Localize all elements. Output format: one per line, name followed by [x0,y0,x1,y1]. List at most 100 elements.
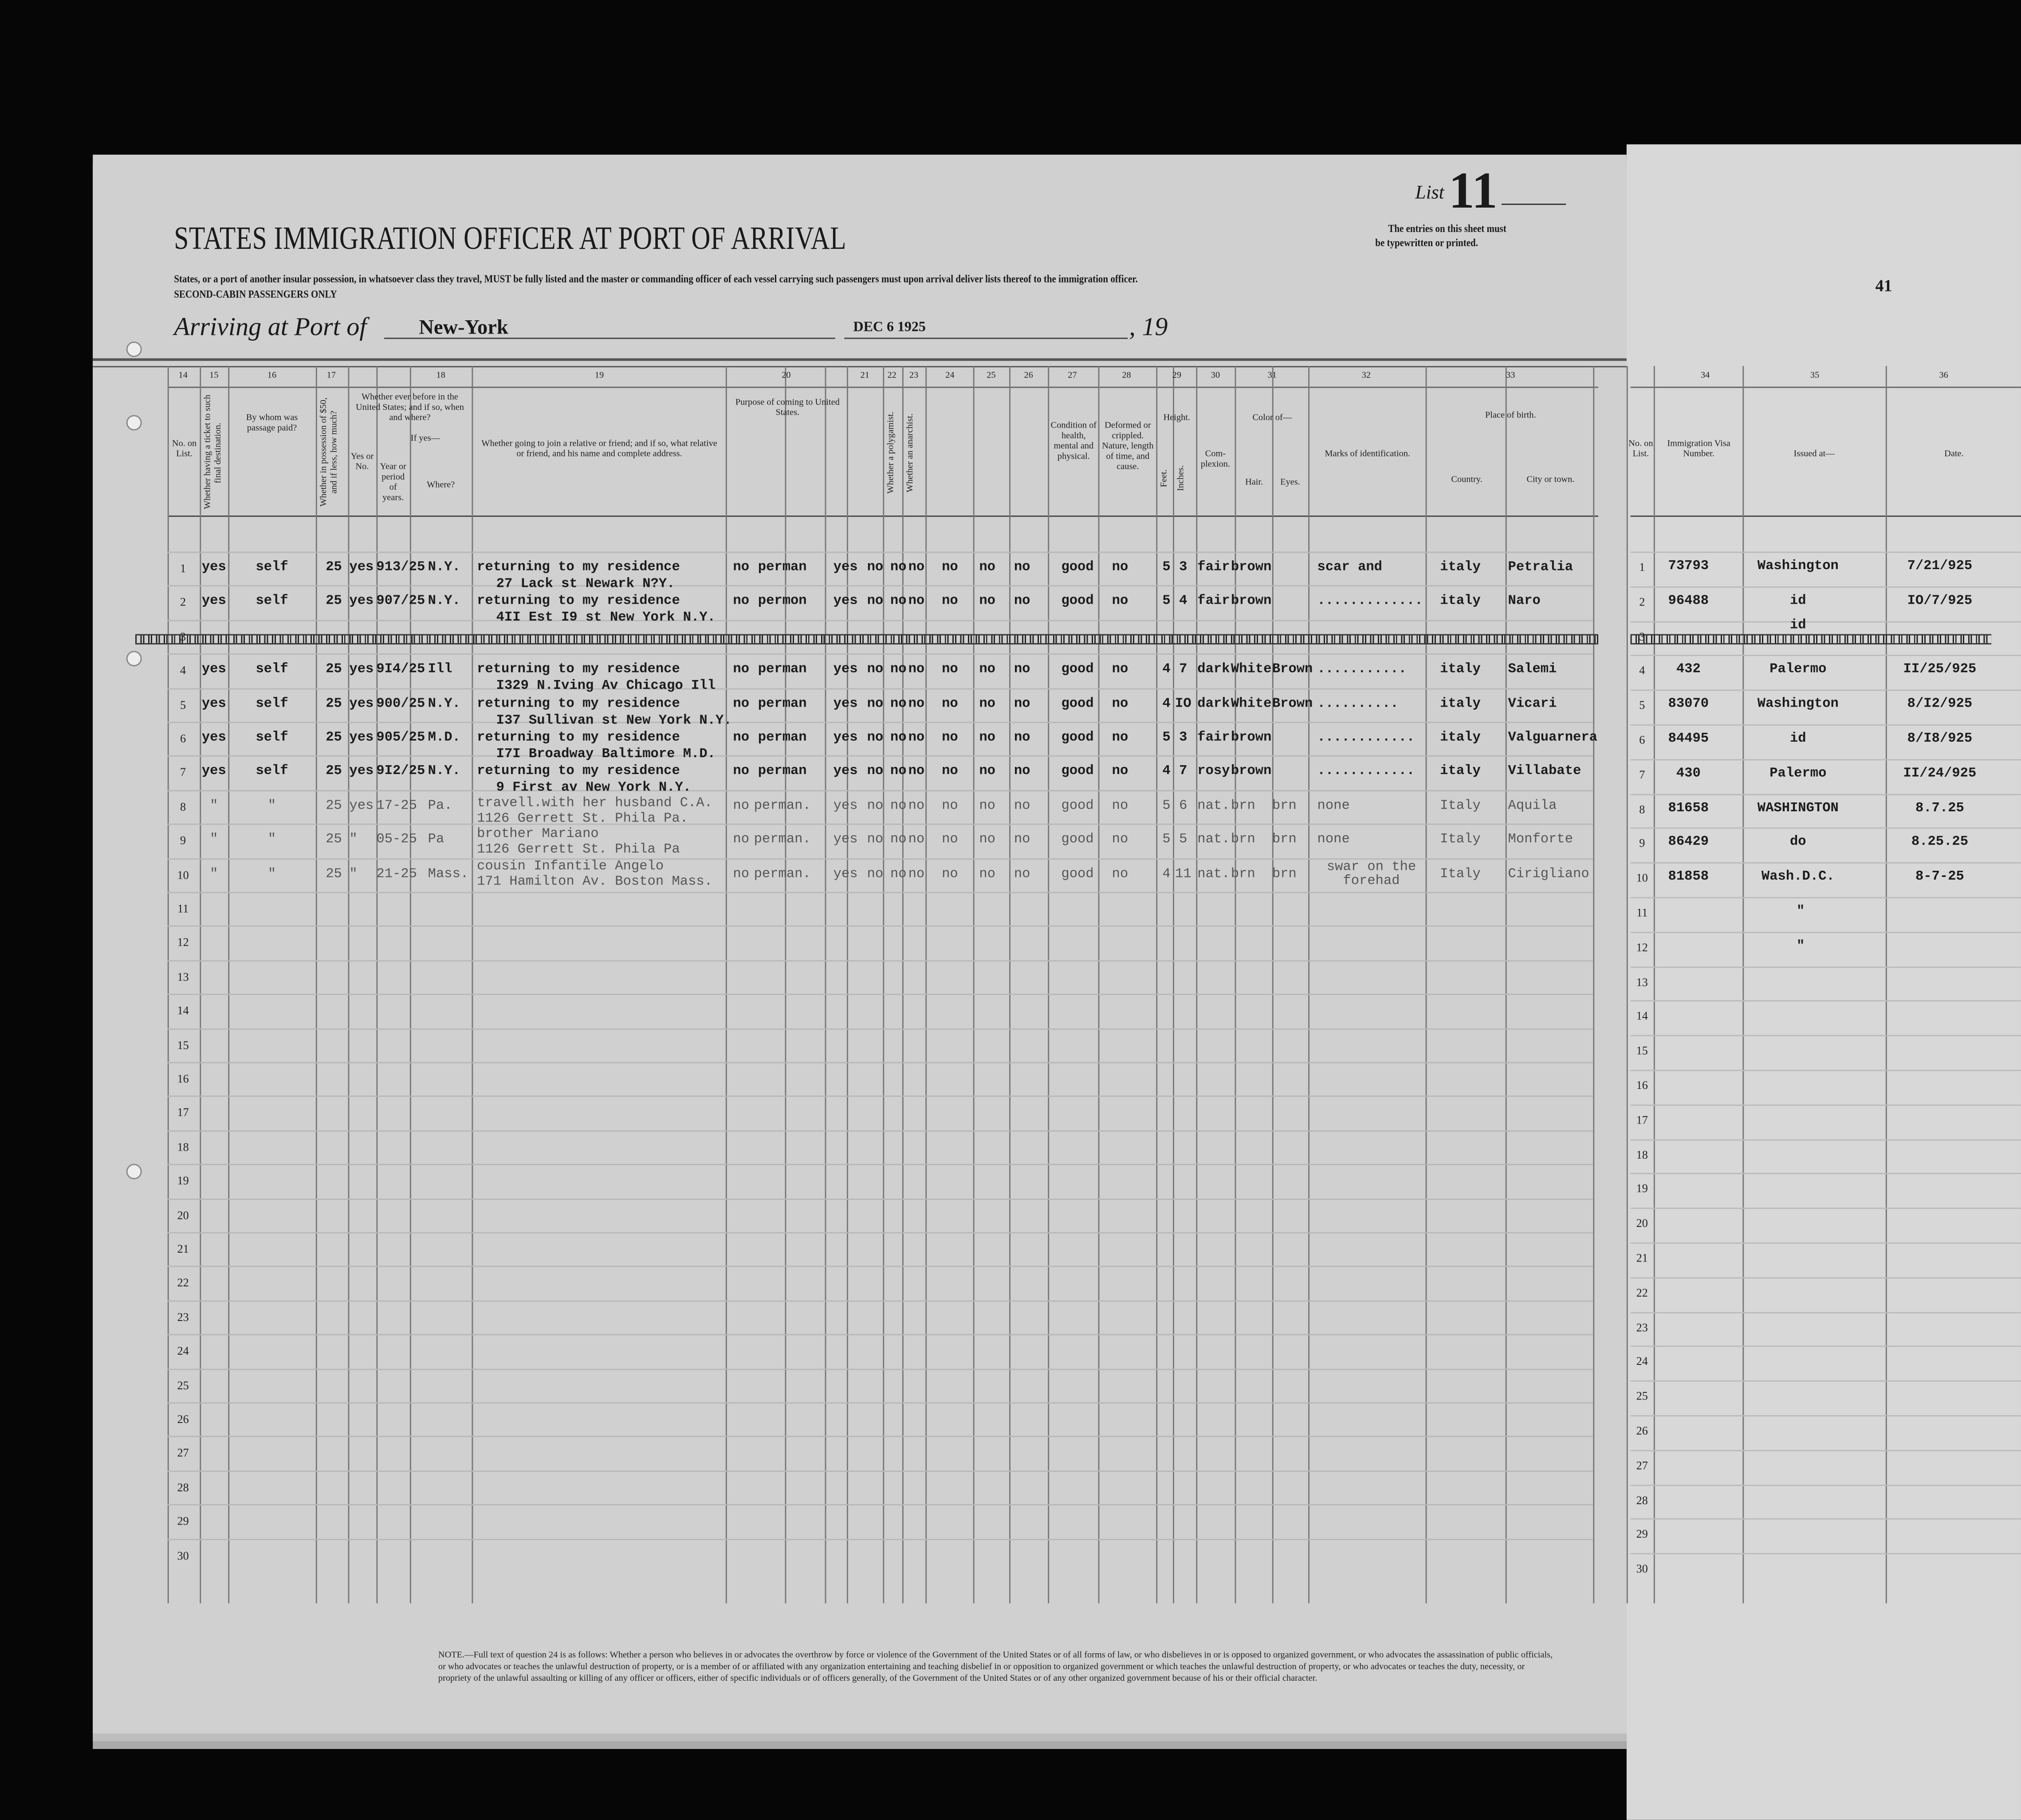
cell-value: no [1112,764,1128,780]
instructions-text: States, or a port of another insular pos… [174,272,1138,285]
row-rule [1630,1415,2021,1417]
cell-value: White [1231,662,1272,678]
row-rule [1630,1139,2021,1140]
cell-value: no [890,594,907,610]
cell-value: yes [201,764,226,780]
cancelled-row-marker [135,633,1598,645]
column-number: 23 [909,370,919,381]
visa-issued-at: id [1789,593,1806,609]
column-divider [846,366,848,1604]
relative-address: 171 Hamilton Av. Boston Mass. [477,874,713,890]
right-row-number: 15 [1636,1044,1648,1057]
header-yes-no: Yes or No. [350,451,374,472]
cell-value: Naro [1508,594,1541,610]
visa-number: 81858 [1668,869,1709,885]
visa-date: II/24/925 [1903,766,1977,782]
right-row-number: 28 [1636,1493,1648,1506]
row-rule [167,1402,1593,1404]
cell-value: no [979,730,996,746]
row-rule [1630,862,2021,864]
right-row-number: 7 [1639,768,1645,781]
right-row-number: 8 [1639,802,1645,816]
cell-value: yes [349,696,374,712]
cell-value: brn [1231,832,1255,848]
relative-address: 1126 Gerrett St. Phila Pa. [477,811,688,827]
binder-hole [126,1164,142,1179]
cell-value: M.D. [428,730,460,746]
relative-joining: returning to my residence [477,594,680,610]
row-rule [1630,1277,2021,1278]
row-rule [167,960,1593,961]
cell-value: brn [1231,798,1255,814]
cell-value: good [1061,696,1094,712]
row-number: 19 [177,1174,189,1187]
row-number: 27 [177,1447,189,1460]
relative-joining: brother Mariano [477,827,599,843]
row-rule [167,790,1593,791]
relative-joining: returning to my residence [477,662,680,678]
cell-value: no [890,866,907,882]
row-rule [1630,932,2021,933]
cell-value: 17-25 [376,798,417,814]
column-divider [725,366,727,1604]
cell-value: Petralia [1508,560,1573,576]
right-row-number: 16 [1636,1078,1648,1092]
visa-issued-at: Wash.D.C. [1761,869,1835,885]
cell-value: brown [1231,730,1272,746]
row-number: 11 [177,902,189,915]
cell-value: Italy [1440,866,1481,882]
cell-value: perman [758,764,807,780]
cell-value: " [349,866,358,882]
visa-number: 84495 [1668,731,1709,747]
cell-value: yes [201,696,226,712]
cell-value: 9I4/25 [376,662,425,678]
cell-value: 5 [1162,798,1171,814]
cell-value: no [908,560,925,576]
right-row-number: 1 [1639,560,1645,574]
header-ticket: Whether having a ticket to such final de… [202,395,223,510]
header-complexion: Com-plexion. [1200,448,1231,469]
cell-value: no [908,730,925,746]
cell-value: no [908,866,925,882]
cell-value: brn [1272,798,1297,814]
visa-number: 73793 [1668,558,1709,574]
right-header-date: Date. [1944,448,1964,459]
form-title: STATES IMMIGRATION OFFICER AT PORT OF AR… [174,221,847,257]
cell-value: no [979,594,996,610]
cell-value: 25 [326,696,342,712]
cell-value: no [979,696,996,712]
cell-value: no [942,662,958,678]
cell-value: 25 [326,662,342,678]
cell-value: brn [1231,866,1255,882]
date-stamp: DEC 6 1925 [853,319,926,335]
cell-value: 4 [1162,696,1171,712]
row-rule [167,857,1593,859]
cell-value: italy [1440,594,1481,610]
cell-value: permon [758,594,807,610]
row-rule [167,1436,1593,1438]
cell-value: yes [833,560,858,576]
cell-value: Monforte [1508,832,1573,848]
visa-issued-at: id [1789,731,1806,747]
cell-value: " [267,832,276,848]
port-name: New-York [419,317,508,339]
cell-value: " [267,798,276,814]
row-rule [167,1538,1593,1540]
cell-value: italy [1440,560,1481,576]
cell-value: N.Y. [428,696,460,712]
row-rule [1630,1346,2021,1348]
header-country: Country. [1451,474,1482,485]
binder-hole [126,651,142,667]
cell-value: 9I2/25 [376,764,425,780]
cell-value: 25 [326,832,342,848]
cell-value: no [733,764,750,780]
entries-note-1: The entries on this sheet must [1388,221,1506,235]
row-number: 23 [177,1310,189,1324]
cell-value: 25 [326,798,342,814]
cell-value: Pa [428,832,444,848]
cell-value: none [1317,832,1350,848]
cell-value: none [1317,798,1350,814]
cell-value: 05-25 [376,832,417,848]
visa-issued-at: Washington [1757,558,1839,574]
header-polygamist: Whether a polygamist. [885,411,896,494]
